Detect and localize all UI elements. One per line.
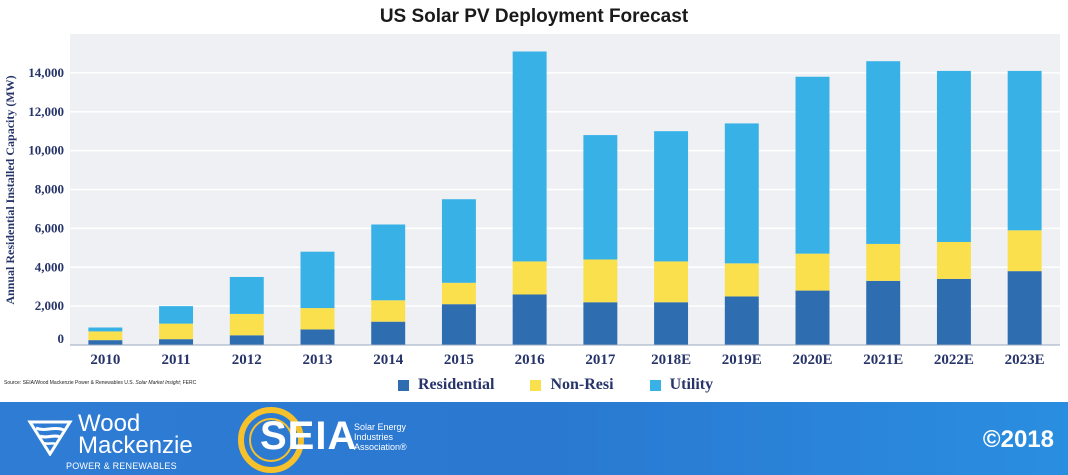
bar-non-resi-2012 bbox=[229, 313, 264, 336]
y-tick-label: 14,000 bbox=[28, 65, 64, 80]
x-tick-label: 2010 bbox=[90, 352, 120, 368]
x-tick-label: 2022E bbox=[934, 352, 974, 368]
legend-swatch-non-resi bbox=[530, 379, 542, 391]
y-tick-label: 0 bbox=[58, 331, 65, 346]
legend-item-residential: Residential bbox=[398, 376, 494, 394]
bar-utility-2021e bbox=[866, 61, 901, 244]
bar-residential-2019e bbox=[724, 296, 759, 345]
legend-label-residential: Residential bbox=[418, 376, 495, 393]
bar-residential-2018e bbox=[654, 302, 689, 345]
y-tick-label: 2,000 bbox=[35, 298, 64, 313]
wood-mackenzie-mark-icon bbox=[27, 420, 73, 456]
y-axis-ticks: 0 2,000 4,000 6,000 8,000 10,000 12,000 14,000 bbox=[28, 65, 64, 346]
bar-non-resi-2018e bbox=[654, 261, 689, 303]
bar-non-resi-2023e bbox=[1007, 230, 1042, 272]
y-tick-label: 12,000 bbox=[28, 104, 64, 119]
gridlines bbox=[70, 34, 1060, 345]
wood-mackenzie-subtitle: POWER & RENEWABLES bbox=[66, 461, 177, 471]
seia-tagline: Solar Energy Industries Association® bbox=[354, 422, 444, 452]
bar-utility-2018e bbox=[654, 131, 689, 262]
source-italic: Solar Market Insight bbox=[135, 380, 180, 386]
bar-non-resi-2014 bbox=[371, 300, 406, 322]
x-tick-label: 2016 bbox=[515, 352, 546, 368]
bar-residential-2017 bbox=[583, 302, 618, 345]
x-tick-label: 2018E bbox=[651, 352, 691, 368]
bar-utility-2010 bbox=[88, 327, 123, 332]
bar-residential-2021e bbox=[866, 280, 901, 345]
seia-wordmark: SEIA bbox=[260, 414, 358, 458]
x-tick-label: 2020E bbox=[792, 352, 832, 368]
bar-residential-2022e bbox=[936, 278, 971, 345]
wood-mackenzie-logo: Wood Mackenzie POWER & RENEWABLES bbox=[26, 410, 206, 471]
bar-utility-2014 bbox=[371, 224, 406, 301]
legend-item-utility: Utility bbox=[649, 376, 714, 394]
seia-tagline-line3: Association® bbox=[354, 442, 407, 452]
bar-utility-2017 bbox=[583, 135, 618, 260]
bar-residential-2013 bbox=[300, 329, 335, 345]
bar-utility-2012 bbox=[229, 276, 264, 314]
bar-non-resi-2011 bbox=[159, 323, 194, 340]
seia-sun-ring-icon bbox=[238, 407, 304, 473]
bar-residential-2012 bbox=[229, 335, 264, 345]
seia-logo: SEIA Solar Energy Industries Association… bbox=[234, 402, 454, 475]
y-tick-label: 6,000 bbox=[35, 220, 64, 235]
bar-residential-2010 bbox=[88, 340, 123, 345]
x-tick-label: 2021E bbox=[863, 352, 903, 368]
x-tick-label: 2014 bbox=[373, 352, 404, 368]
x-tick-label: 2017 bbox=[585, 352, 616, 368]
bar-residential-2023e bbox=[1007, 271, 1042, 345]
seia-tagline-line2: Industries bbox=[354, 432, 394, 442]
bar-stacks bbox=[88, 51, 1042, 345]
y-tick-label: 10,000 bbox=[28, 143, 64, 158]
bar-utility-2011 bbox=[159, 306, 194, 324]
bar-non-resi-2021e bbox=[866, 243, 901, 281]
bar-non-resi-2022e bbox=[936, 241, 971, 279]
bar-non-resi-2016 bbox=[512, 261, 547, 295]
source-suffix: ; FERC bbox=[179, 380, 197, 386]
legend-item-non-resi: Non-Resi bbox=[530, 376, 614, 394]
bar-non-resi-2013 bbox=[300, 308, 335, 330]
legend-label-non-resi: Non-Resi bbox=[550, 376, 614, 393]
chart-legend: Residential Non-Resi Utility bbox=[398, 376, 713, 394]
wood-mackenzie-wordmark-line1: Wood bbox=[78, 410, 141, 437]
bar-utility-2022e bbox=[936, 70, 971, 242]
bar-non-resi-2017 bbox=[583, 259, 618, 303]
x-tick-label: 2015 bbox=[444, 352, 474, 368]
x-tick-label: 2013 bbox=[303, 352, 333, 368]
bar-utility-2015 bbox=[441, 199, 476, 283]
y-axis-label: Annual Residential Installed Capacity (M… bbox=[3, 75, 17, 304]
x-tick-label: 2011 bbox=[161, 352, 190, 368]
bar-residential-2015 bbox=[441, 304, 476, 345]
copyright-text: ©2018 bbox=[982, 426, 1054, 453]
bar-utility-2023e bbox=[1007, 70, 1042, 231]
bar-non-resi-2019e bbox=[724, 263, 759, 297]
legend-swatch-residential bbox=[398, 379, 409, 391]
bar-residential-2016 bbox=[512, 294, 547, 345]
bar-utility-2013 bbox=[300, 251, 335, 309]
wood-mackenzie-wordmark-line2: Mackenzie bbox=[78, 432, 193, 459]
x-tick-label: 2012 bbox=[232, 352, 262, 368]
bar-residential-2014 bbox=[371, 321, 406, 345]
bar-non-resi-2010 bbox=[88, 331, 123, 341]
y-tick-label: 8,000 bbox=[35, 182, 64, 197]
x-tick-label: 2023E bbox=[1005, 352, 1045, 368]
source-note: Source: SEIA/Wood Mackenzie Power & Rene… bbox=[4, 380, 196, 386]
bar-non-resi-2020e bbox=[795, 253, 830, 291]
bar-non-resi-2015 bbox=[441, 282, 476, 305]
x-axis-ticks: 2010 2011 2012 2013 2014 2015 2016 2017 2018E 201… bbox=[90, 352, 1044, 368]
footer-band: Wood Mackenzie POWER & RENEWABLES SEIA S… bbox=[0, 402, 1068, 475]
bar-utility-2020e bbox=[795, 76, 830, 254]
bar-utility-2019e bbox=[724, 123, 759, 264]
seia-tagline-line1: Solar Energy bbox=[354, 422, 407, 432]
bar-residential-2011 bbox=[159, 339, 194, 345]
y-tick-label: 4,000 bbox=[35, 259, 64, 274]
bar-utility-2016 bbox=[512, 51, 547, 262]
chart-title: US Solar PV Deployment Forecast bbox=[379, 6, 689, 27]
x-tick-label: 2019E bbox=[722, 352, 762, 368]
legend-swatch-utility bbox=[649, 379, 661, 391]
legend-label-utility: Utility bbox=[669, 376, 714, 393]
source-prefix: Source: SEIA/Wood Mackenzie Power & Rene… bbox=[4, 380, 136, 386]
bar-residential-2020e bbox=[795, 290, 830, 345]
chart-canvas: 02,0004,0006,0008,00010,00012,00014,000 … bbox=[3, 34, 1060, 368]
